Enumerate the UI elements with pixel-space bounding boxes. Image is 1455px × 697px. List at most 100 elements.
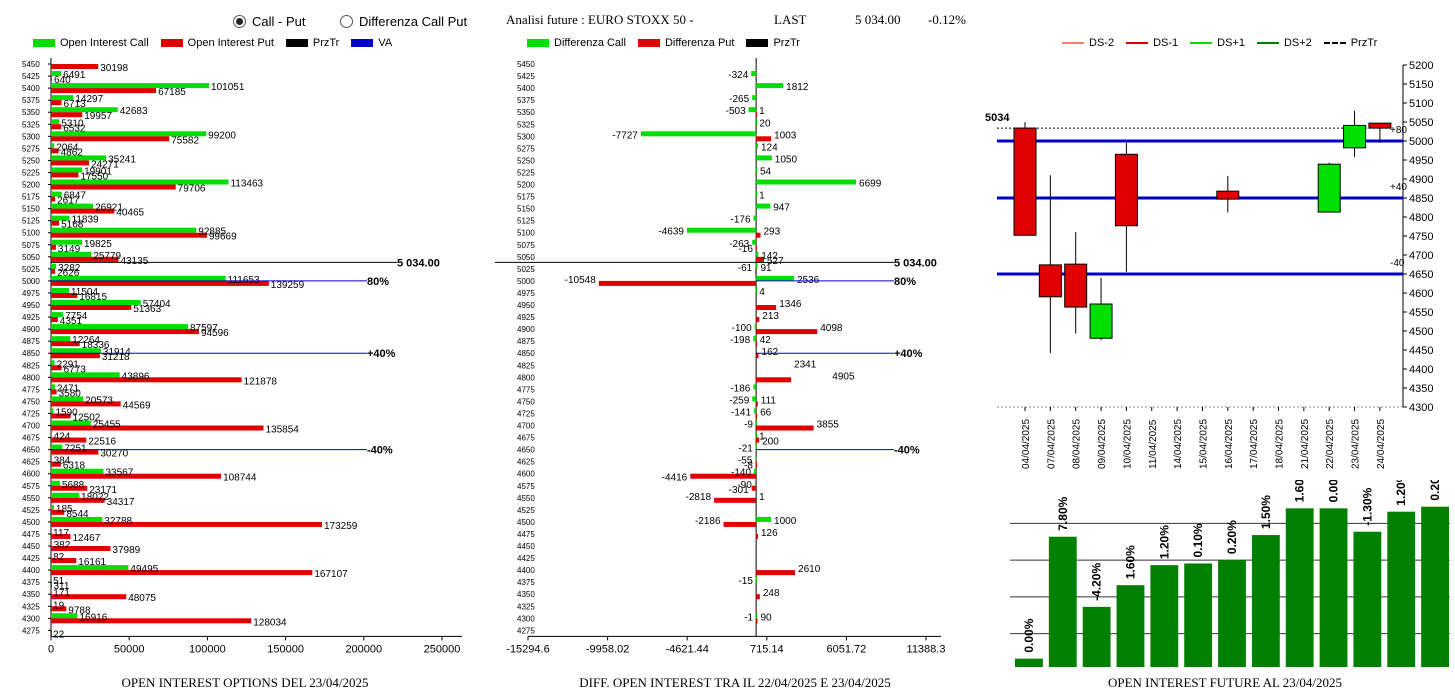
tick-label: 4500 [1409,326,1433,338]
bar-diff-put [723,521,757,527]
bar-put [51,232,207,238]
tick-label: 5225 [22,168,40,177]
data-label: 1.20% [1394,480,1408,506]
level-label: +40 [1390,182,1407,193]
bar-diff-put [756,377,792,383]
tick-label: 4700 [517,422,535,431]
radio-differenza[interactable]: Differenza Call Put [340,14,467,29]
bar-call [51,71,62,77]
tick-label: 150000 [267,643,304,655]
legend-future: DS-2 DS-1 DS+1 DS+2 PrzTr [1062,37,1377,49]
bar-diff-put [756,341,758,347]
bar-put [51,220,60,226]
tick-label: 4550 [22,494,40,503]
line-darkgreen [1256,42,1279,44]
data-label: 30198 [100,63,128,74]
data-label: 2626 [57,268,80,279]
tick-label: 4375 [22,578,40,587]
legend-item-prztr: PrzTr [1323,37,1378,49]
legend-item-prztr: PrzTr [746,37,800,49]
legend-label: DS-2 [1089,37,1115,49]
tick-label: 5425 [22,72,40,81]
tick-label: 4725 [517,409,535,418]
tick-label: 4275 [517,626,535,635]
tick-label: 22/04/2025 [1325,419,1336,469]
data-label: -61 [738,263,753,274]
bar-diff-call [753,384,757,390]
data-label: 23171 [89,485,117,496]
bar-call [51,227,197,233]
data-label: 4098 [820,323,843,334]
tick-label: 04/04/2025 [1021,419,1032,469]
bar-diff-call [752,396,757,402]
legend-item-ds+2: DS+2 [1256,37,1312,49]
tick-label: 4475 [517,530,535,539]
tick-label: 17/04/2025 [1249,419,1260,469]
oi-future-bar [1150,565,1179,667]
data-label: -503 [726,106,746,117]
tick-label: 5025 [22,265,40,274]
legend-label: PrzTr [1350,37,1378,49]
data-label: 0.10% [1191,523,1205,557]
data-label: 43135 [120,256,148,267]
data-label: 57404 [143,299,171,310]
legend-label: PrzTr [312,37,340,49]
legend-label: Differenza Put [664,37,735,49]
data-label: 167107 [314,569,348,580]
tick-label: 4825 [22,361,40,370]
radio-call-put[interactable]: Call - Put [233,14,305,29]
level-label: +80 [1390,125,1407,136]
bar-diff-put [756,461,758,467]
tick-label: 5175 [517,193,535,202]
data-label: 19901 [84,166,112,177]
data-label: 142 [761,251,778,262]
legend-item-diff-put: Differenza Put [637,37,735,49]
data-label: 139259 [271,280,305,291]
candle-body [1317,163,1341,213]
bar-put [51,268,56,274]
data-label: 111653 [228,275,260,286]
bar-diff-call [753,336,757,342]
bar-diff-call [754,408,757,414]
bar-put [51,244,56,250]
data-label: 25779 [93,251,121,262]
tick-label: 5325 [22,120,40,129]
data-label: 9788 [68,605,91,616]
open-interest-chart: 5450 5425 5400 5375 5350 5325 5300 5275 5250 5225… [22,58,462,655]
bar-put [51,353,100,359]
candle-body [1013,127,1037,236]
data-label: 111 [761,395,777,406]
bar-put [51,437,87,443]
change-value: -0.12% [928,12,966,27]
data-label: 16815 [79,292,107,303]
tick-label: 6051.72 [827,643,867,655]
tick-label: 09/04/2025 [1097,419,1108,469]
tick-label: 4300 [1409,402,1433,414]
oi-future-bar [1251,535,1280,667]
bar-put [51,256,119,262]
level-label: -40% [367,445,393,457]
tick-label: 5450 [517,60,535,69]
bar-put [51,136,170,142]
bar-call [51,480,60,486]
bar-diff-call [756,287,758,293]
tick-label: 5125 [22,217,40,226]
data-label: 135854 [265,425,299,436]
bar-diff-call [756,263,758,269]
bar-call [51,408,54,414]
bar-call [51,83,210,89]
bar-put [51,485,88,491]
data-label: 49495 [130,564,158,575]
bar-diff-put [756,437,760,443]
tick-label: 5050 [1409,117,1433,129]
bar-call [51,504,54,510]
data-label: 113463 [230,179,263,190]
bar-diff-put [714,497,757,503]
data-label: 4862 [61,147,84,158]
tick-label: 4700 [1409,250,1433,262]
tick-label: 5200 [517,181,535,190]
legend-diff: Differenza Call Differenza Put PrzTr [527,37,800,49]
oi-future-bar [1353,531,1382,667]
bar-diff-put [756,136,772,142]
data-label: 99200 [208,130,236,141]
